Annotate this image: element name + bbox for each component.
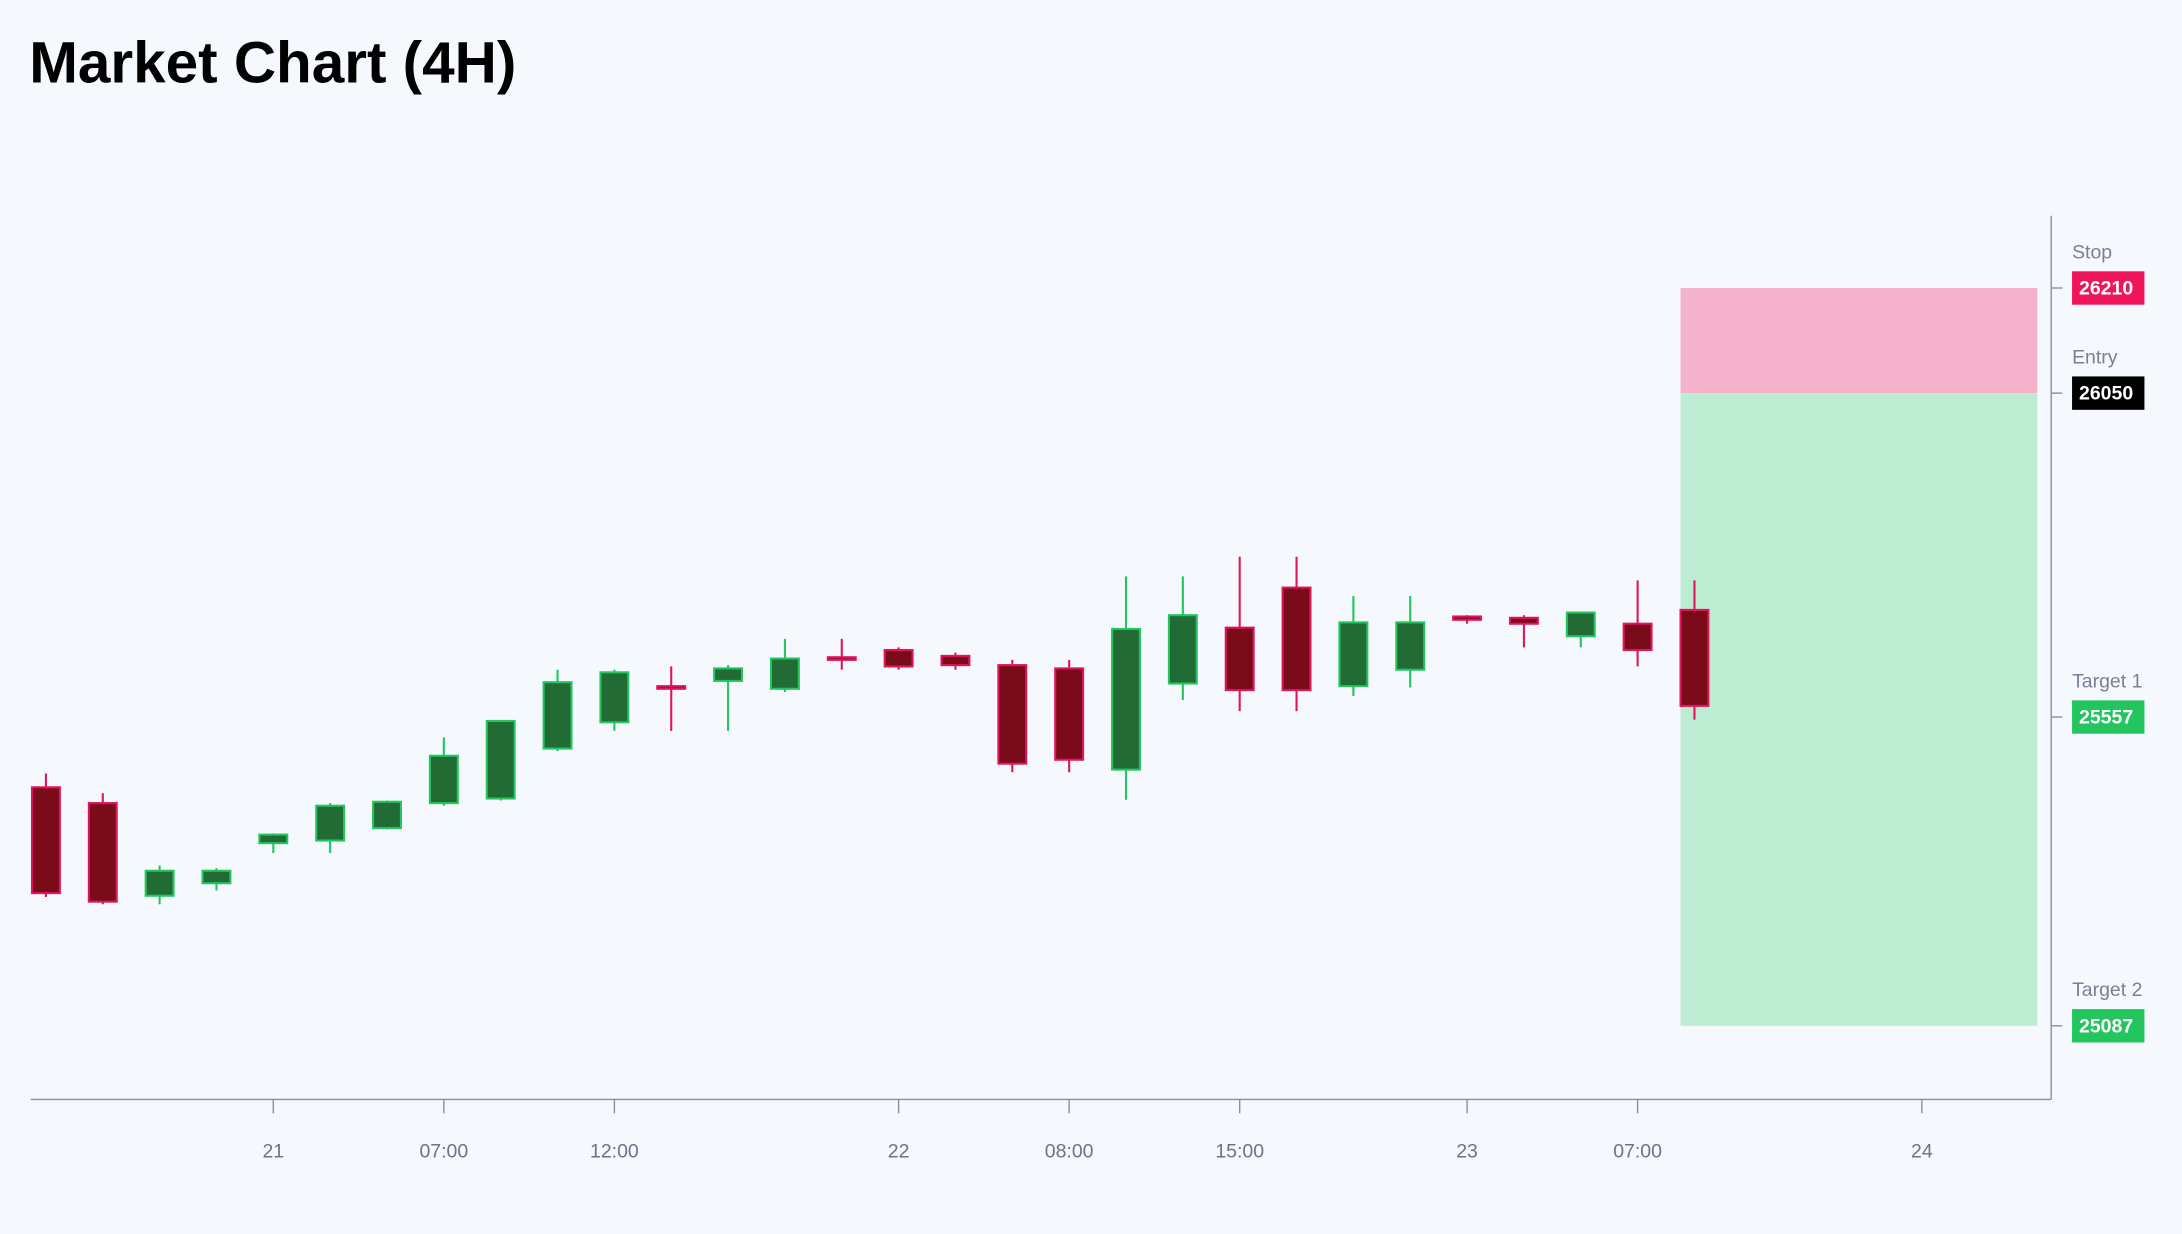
candle-body	[940, 654, 971, 667]
candle-body	[1338, 621, 1369, 688]
candle-body	[1452, 615, 1483, 621]
candle-body	[997, 664, 1028, 765]
candle-body	[144, 869, 175, 897]
chart-title: Market Chart (4H)	[29, 30, 516, 95]
candle-body	[258, 833, 289, 845]
x-tick-label: 15:00	[1215, 1140, 1264, 1162]
risk-zone	[1680, 288, 2038, 394]
candle-body	[1167, 614, 1198, 685]
level-name: Entry	[2072, 346, 2118, 368]
candle-body	[1565, 611, 1596, 638]
level-badge	[2072, 376, 2145, 410]
candle-body	[315, 804, 346, 842]
level-name: Target 2	[2072, 979, 2142, 1001]
candle-body	[599, 671, 630, 724]
level-value: 26050	[2079, 383, 2133, 405]
level-name: Target 1	[2072, 670, 2142, 692]
level-value: 25557	[2079, 707, 2133, 729]
x-tick-label: 21	[262, 1140, 284, 1162]
level-name: Stop	[2072, 241, 2112, 263]
candle-body	[713, 667, 744, 682]
candle-body	[542, 681, 573, 750]
candle-body	[1054, 667, 1085, 761]
candle-body	[826, 656, 857, 661]
candle-body	[656, 685, 687, 690]
candle-body	[428, 754, 459, 805]
candle-body	[1224, 626, 1255, 692]
x-tick-label: 07:00	[1613, 1140, 1662, 1162]
level-value: 25087	[2079, 1015, 2133, 1037]
candle-body	[485, 719, 516, 800]
candle-body	[87, 802, 118, 903]
candle-body	[1622, 622, 1653, 652]
x-tick-label: 22	[888, 1140, 910, 1162]
candle-body	[769, 657, 800, 690]
candle-body	[30, 786, 61, 895]
level-badge	[2072, 700, 2145, 734]
candle-body	[1508, 616, 1539, 625]
candle-body	[883, 648, 914, 668]
candle-body	[372, 800, 402, 830]
x-tick-label: 12:00	[590, 1140, 639, 1162]
level-value: 26210	[2079, 278, 2133, 300]
x-tick-label: 23	[1456, 1140, 1478, 1162]
x-tick-label: 07:00	[419, 1140, 468, 1162]
candle-body	[1395, 621, 1426, 671]
x-tick-label: 24	[1911, 1140, 1933, 1162]
candle-body	[1111, 627, 1141, 771]
reward-zone	[1680, 393, 2038, 1026]
level-badge	[2072, 271, 2145, 305]
candle-body	[1679, 608, 1710, 707]
level-badge	[2072, 1009, 2145, 1043]
candle-body	[1281, 586, 1312, 692]
x-tick-label: 08:00	[1045, 1140, 1094, 1162]
candle-body	[201, 869, 232, 885]
